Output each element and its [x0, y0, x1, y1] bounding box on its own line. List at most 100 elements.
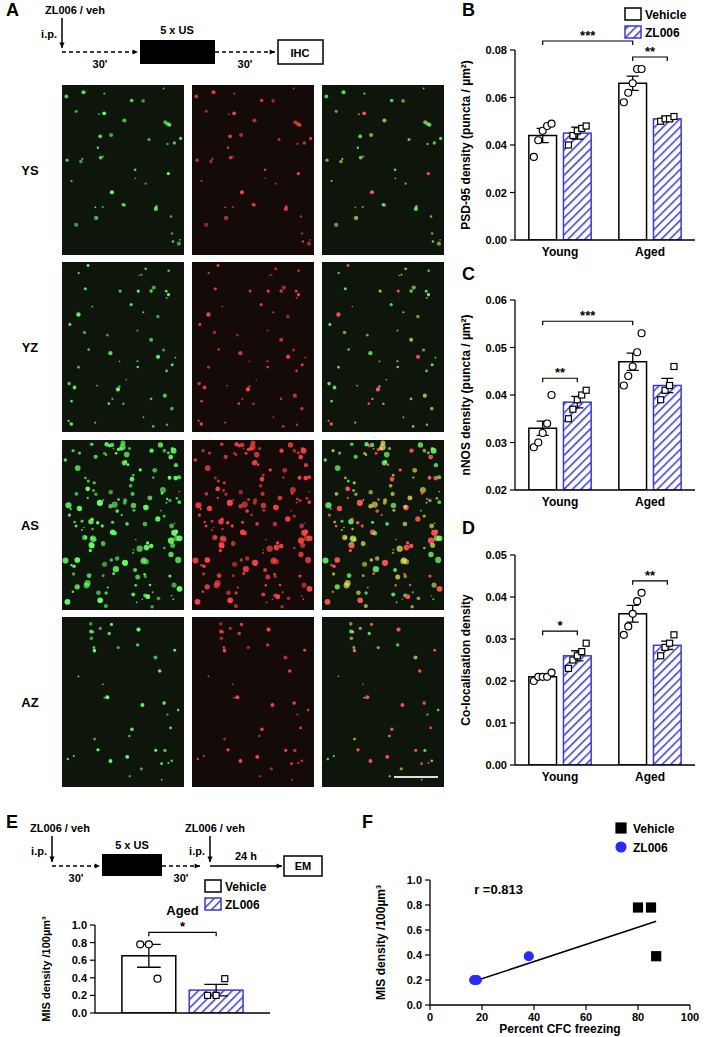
puncta [122, 460, 127, 465]
puncta [299, 727, 302, 730]
puncta [129, 775, 131, 777]
bar [563, 133, 591, 240]
puncta [119, 361, 121, 363]
stimulus-box [102, 854, 162, 876]
puncta [285, 205, 288, 208]
puncta [131, 503, 136, 508]
puncta [111, 521, 114, 524]
puncta [284, 749, 287, 752]
puncta [158, 669, 161, 672]
bar [529, 136, 557, 241]
puncta [232, 684, 234, 686]
puncta [143, 416, 145, 418]
puncta [87, 573, 92, 578]
data-point [647, 903, 656, 912]
puncta [307, 709, 310, 712]
puncta [391, 503, 396, 508]
puncta [249, 289, 252, 292]
puncta [410, 605, 414, 609]
data-point [137, 941, 144, 948]
puncta [231, 541, 236, 546]
puncta [368, 490, 373, 495]
arrow-head [59, 43, 64, 48]
puncta [434, 522, 436, 524]
puncta [223, 481, 226, 484]
y-tick-label: 0.03 [486, 437, 507, 449]
data-point [583, 387, 589, 393]
puncta [94, 421, 96, 423]
puncta [380, 444, 386, 450]
micrograph [192, 85, 314, 255]
text: 30' [69, 872, 84, 884]
puncta [427, 293, 430, 296]
bar-chart: E0.00.20.40.60.81.0MIS density /100µm³Ag… [6, 812, 270, 1022]
puncta [151, 497, 153, 499]
puncta [272, 598, 274, 600]
y-tick-label: 0.02 [486, 187, 507, 199]
puncta [325, 599, 331, 605]
puncta [304, 535, 310, 541]
puncta [404, 545, 410, 551]
endpoint-box [278, 40, 323, 64]
puncta [302, 583, 307, 588]
puncta [337, 506, 342, 511]
bar-chart: B0.000.020.040.060.08PSD-95 density (pun… [459, 0, 695, 259]
puncta [171, 448, 177, 454]
puncta [410, 397, 413, 400]
puncta [267, 290, 270, 293]
puncta [297, 293, 300, 296]
y-tick [90, 960, 95, 961]
data-point [667, 640, 673, 646]
puncta [140, 767, 143, 770]
data-point [629, 610, 636, 617]
puncta [329, 422, 333, 426]
puncta [423, 394, 427, 398]
puncta [266, 366, 269, 369]
bar [529, 428, 557, 490]
puncta [152, 476, 154, 478]
puncta [108, 490, 113, 495]
puncta [426, 713, 428, 715]
puncta [91, 537, 94, 540]
puncta [431, 595, 433, 597]
puncta [75, 492, 79, 496]
puncta [220, 637, 224, 641]
x-tick [637, 1005, 638, 1010]
y-tick-label: 0.08 [486, 44, 507, 56]
data-point [634, 349, 641, 356]
puncta [362, 684, 364, 686]
puncta [296, 297, 298, 299]
micrograph-bg [192, 262, 314, 432]
puncta [211, 90, 215, 94]
x-tick [585, 1005, 586, 1010]
puncta [228, 113, 230, 115]
y-tick [425, 1004, 430, 1005]
micrograph [192, 617, 314, 787]
puncta [102, 684, 104, 686]
puncta [259, 484, 263, 488]
puncta [322, 558, 328, 564]
puncta [347, 348, 349, 350]
puncta [396, 366, 399, 369]
puncta [87, 497, 89, 499]
puncta [170, 407, 174, 411]
puncta [431, 448, 437, 454]
puncta [211, 520, 214, 523]
puncta [396, 643, 399, 646]
puncta [171, 363, 174, 366]
puncta [122, 118, 126, 122]
y-tick-label: 0.06 [486, 294, 507, 306]
puncta [157, 596, 161, 600]
puncta [400, 767, 403, 770]
puncta [301, 530, 307, 536]
puncta [115, 556, 120, 561]
puncta [282, 286, 286, 290]
puncta [327, 758, 329, 760]
puncta [222, 646, 225, 649]
data-point [671, 632, 677, 638]
data-point [634, 598, 641, 605]
puncta [81, 529, 83, 531]
puncta [328, 513, 331, 516]
data-point [565, 665, 571, 671]
puncta [270, 703, 274, 707]
